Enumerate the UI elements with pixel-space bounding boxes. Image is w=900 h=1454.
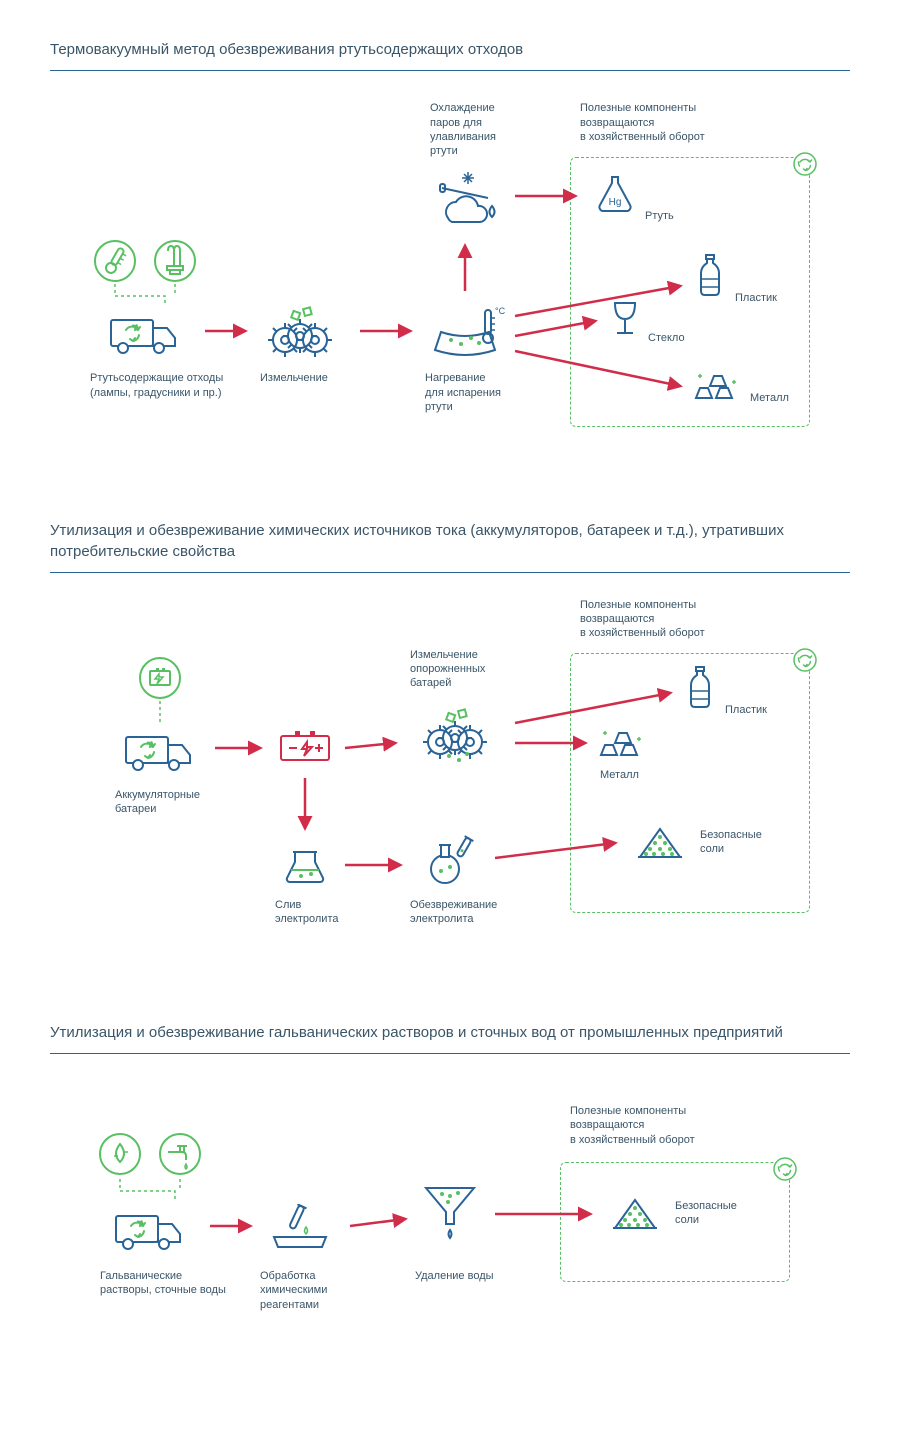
section-title: Утилизация и обезвреживание химических и…: [50, 521, 850, 562]
diagram-1: Охлаждениепаров дляулавливанияртути Поле…: [50, 91, 850, 471]
section-3: Утилизация и обезвреживание гальваническ…: [50, 1023, 850, 1364]
arrows-s2: [50, 593, 850, 973]
section-title: Термовакуумный метод обезвреживания ртут…: [50, 40, 850, 60]
section-rule: [50, 70, 850, 71]
section-title: Утилизация и обезвреживание гальваническ…: [50, 1023, 850, 1043]
section-2: Утилизация и обезвреживание химических и…: [50, 521, 850, 973]
arrows-s3: [50, 1074, 850, 1364]
section-1: Термовакуумный метод обезвреживания ртут…: [50, 40, 850, 471]
arrows-s1: [50, 91, 850, 471]
diagram-2: Полезные компоненты возвращаютсяв хозяйс…: [50, 593, 850, 973]
section-rule: [50, 572, 850, 573]
diagram-3: Полезные компоненты возвращаютсяв хозяйс…: [50, 1074, 850, 1364]
section-rule: [50, 1053, 850, 1054]
